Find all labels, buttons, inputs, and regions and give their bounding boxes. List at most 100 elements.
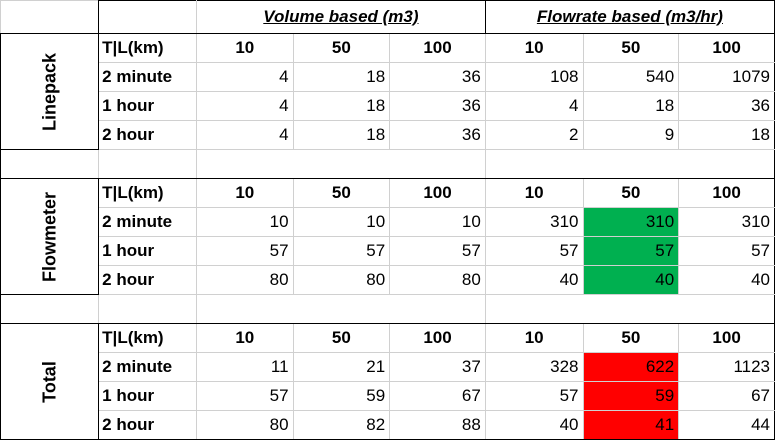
value-cell[interactable]: 108 [484,62,584,92]
value-cell[interactable]: 1123 [678,352,775,382]
empty-cell[interactable] [484,149,775,179]
empty-cell[interactable] [195,294,486,324]
value-cell[interactable]: 10 [195,207,294,237]
value-cell[interactable]: 57 [582,236,680,266]
row-label-cell[interactable]: 1 hour [98,381,197,411]
length-header-cell[interactable]: 100 [389,178,486,208]
value-cell[interactable]: 10 [389,207,486,237]
value-cell[interactable]: 57 [195,381,294,411]
value-cell[interactable]: 4 [195,120,294,150]
value-cell[interactable]: 88 [389,410,486,440]
row-label-cell[interactable]: 2 minute [98,207,197,237]
value-cell[interactable]: 9 [582,120,680,150]
length-header-cell[interactable]: 100 [389,323,486,353]
value-cell[interactable]: 18 [292,91,391,121]
length-header-cell[interactable]: 10 [195,323,294,353]
section-label-cell[interactable]: Linepack [0,33,100,150]
row-label-cell[interactable]: 1 hour [98,236,197,266]
value-cell[interactable]: 310 [582,207,680,237]
value-cell[interactable]: 36 [389,62,486,92]
length-header-cell[interactable]: 50 [292,323,391,353]
value-cell[interactable]: 57 [678,236,775,266]
value-cell[interactable]: 80 [292,265,391,295]
empty-cell[interactable] [195,149,486,179]
tl-header-cell[interactable]: T|L(km) [98,33,197,63]
value-cell[interactable]: 540 [582,62,680,92]
value-cell[interactable]: 67 [678,381,775,411]
value-cell[interactable]: 310 [484,207,584,237]
row-label-cell[interactable]: 2 minute [98,62,197,92]
length-header-cell[interactable]: 100 [678,33,775,63]
value-cell[interactable]: 36 [389,120,486,150]
value-cell[interactable]: 11 [195,352,294,382]
value-cell[interactable]: 310 [678,207,775,237]
value-cell[interactable]: 40 [582,265,680,295]
value-cell[interactable]: 57 [389,236,486,266]
value-cell[interactable]: 67 [389,381,486,411]
value-cell[interactable]: 44 [678,410,775,440]
length-header-cell[interactable]: 50 [292,33,391,63]
spacer-row [0,149,775,179]
value-cell[interactable]: 41 [582,410,680,440]
value-cell[interactable]: 18 [292,62,391,92]
value-cell[interactable]: 2 [484,120,584,150]
tl-header-cell[interactable]: T|L(km) [98,323,197,353]
length-header-cell[interactable]: 50 [582,323,680,353]
value-cell[interactable]: 40 [484,265,584,295]
value-cell[interactable]: 4 [195,62,294,92]
length-header-cell[interactable]: 10 [195,33,294,63]
length-header-cell[interactable]: 10 [484,323,584,353]
value-cell[interactable]: 57 [195,236,294,266]
value-cell[interactable]: 37 [389,352,486,382]
value-cell[interactable]: 57 [484,236,584,266]
length-header-cell[interactable]: 50 [582,33,680,63]
volume-header[interactable]: Volume based (m3) [195,0,486,34]
value-cell[interactable]: 59 [582,381,680,411]
length-header-cell[interactable]: 100 [678,323,775,353]
length-header-cell[interactable]: 10 [484,178,584,208]
row-label-cell[interactable]: 2 hour [98,120,197,150]
value-cell[interactable]: 59 [292,381,391,411]
empty-cell[interactable] [0,149,100,179]
value-cell[interactable]: 82 [292,410,391,440]
value-cell[interactable]: 328 [484,352,584,382]
empty-cell[interactable] [98,0,197,34]
value-cell[interactable]: 57 [484,381,584,411]
flowrate-header[interactable]: Flowrate based (m3/hr) [484,0,775,34]
value-cell[interactable]: 36 [678,91,775,121]
row-label-cell[interactable]: 2 hour [98,410,197,440]
length-header-cell[interactable]: 10 [484,33,584,63]
value-cell[interactable]: 40 [484,410,584,440]
value-cell[interactable]: 57 [292,236,391,266]
length-header-cell[interactable]: 10 [195,178,294,208]
row-label-cell[interactable]: 2 hour [98,265,197,295]
row-label-cell[interactable]: 1 hour [98,91,197,121]
row-label-cell[interactable]: 2 minute [98,352,197,382]
value-cell[interactable]: 80 [195,265,294,295]
empty-cell[interactable] [98,294,197,324]
section-label-cell[interactable]: Flowmeter [0,178,100,295]
empty-cell[interactable] [0,0,100,34]
empty-cell[interactable] [0,294,100,324]
value-cell[interactable]: 18 [678,120,775,150]
section-label-cell[interactable]: Total [0,323,100,440]
value-cell[interactable]: 80 [389,265,486,295]
length-header-cell[interactable]: 50 [292,178,391,208]
value-cell[interactable]: 36 [389,91,486,121]
value-cell[interactable]: 18 [292,120,391,150]
value-cell[interactable]: 4 [484,91,584,121]
value-cell[interactable]: 80 [195,410,294,440]
value-cell[interactable]: 4 [195,91,294,121]
value-cell[interactable]: 1079 [678,62,775,92]
empty-cell[interactable] [484,294,775,324]
empty-cell[interactable] [98,149,197,179]
value-cell[interactable]: 21 [292,352,391,382]
value-cell[interactable]: 40 [678,265,775,295]
value-cell[interactable]: 622 [582,352,680,382]
value-cell[interactable]: 10 [292,207,391,237]
length-header-cell[interactable]: 50 [582,178,680,208]
tl-header-cell[interactable]: T|L(km) [98,178,197,208]
length-header-cell[interactable]: 100 [389,33,486,63]
length-header-cell[interactable]: 100 [678,178,775,208]
value-cell[interactable]: 18 [582,91,680,121]
